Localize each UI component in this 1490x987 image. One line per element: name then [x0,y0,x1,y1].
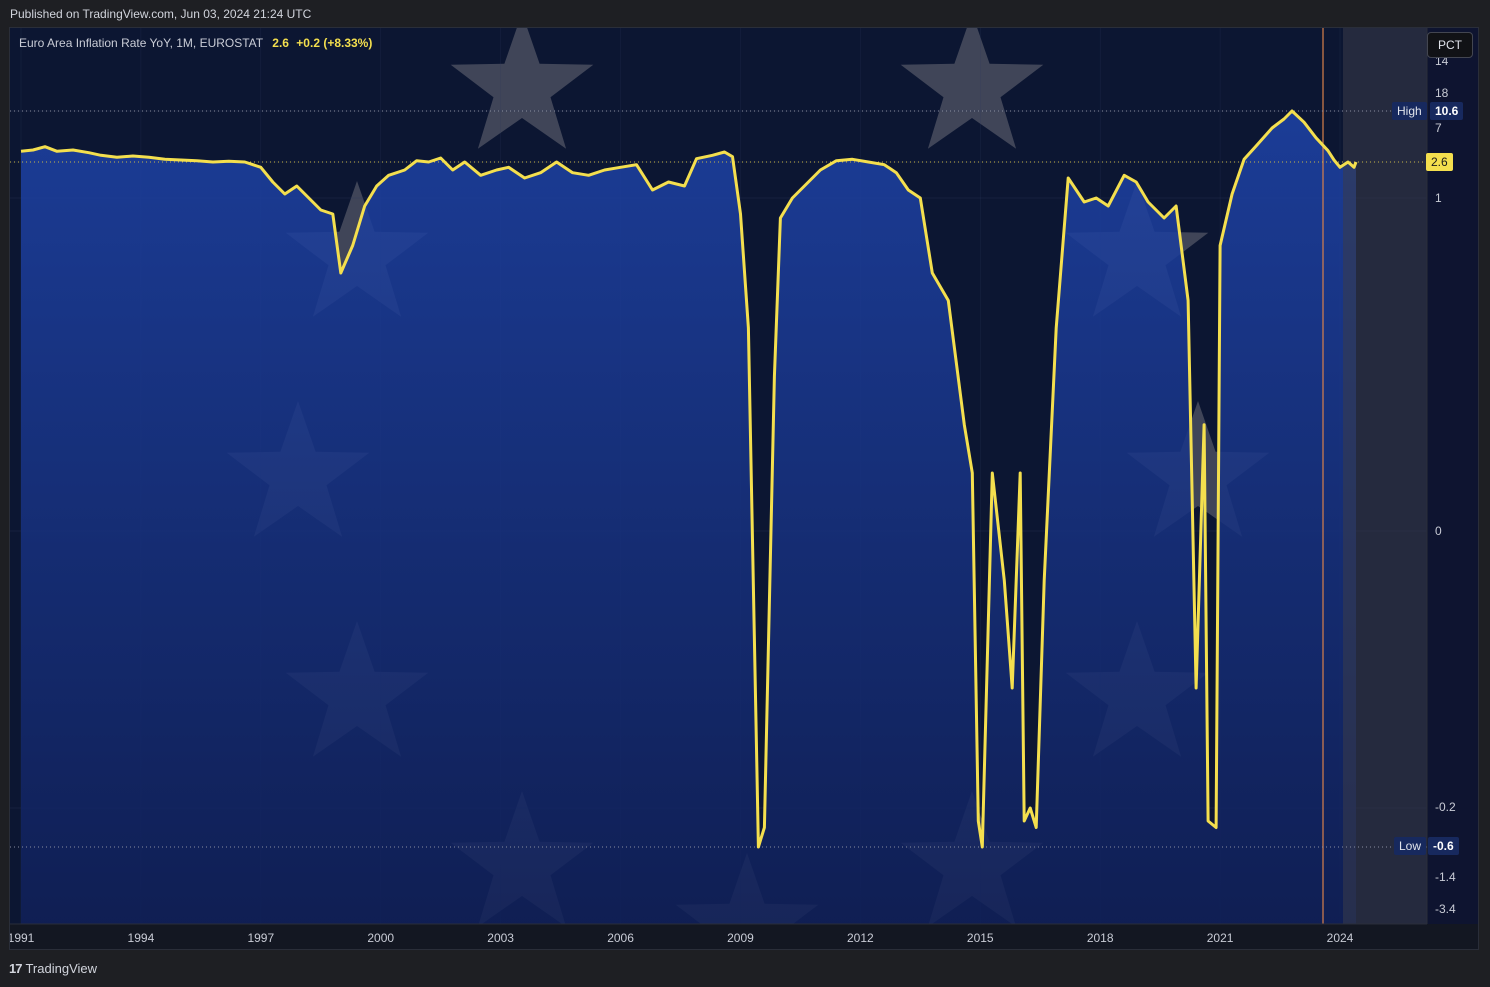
x-tick-label: 2009 [727,931,754,945]
x-tick-label: 2003 [487,931,514,945]
scale-mode-button[interactable]: PCT [1427,32,1473,58]
chart-frame: 14 18 7 1 0 -0.2 -1.4 -3.4 1991 1994 1997 2000 2003… [9,27,1479,950]
low-label: Low [1394,837,1427,855]
series-legend[interactable]: Euro Area Inflation Rate YoY, 1M, EUROST… [19,36,372,50]
x-tick-label: 2024 [1327,931,1354,945]
x-tick-label: 2015 [967,931,994,945]
x-tick-label: 2012 [847,931,874,945]
tradingview-logo-icon: 17 [9,961,23,976]
published-banner: Published on TradingView.com, Jun 03, 20… [10,7,312,21]
x-tick-label: 2006 [607,931,634,945]
x-tick-label: 2021 [1207,931,1234,945]
y-tick-label: -0.2 [1435,800,1456,814]
y-tick-label: -3.4 [1435,902,1456,916]
eu-star-icon [1126,401,1270,537]
y-tick-label: 7 [1435,121,1442,135]
x-tick-label: 1994 [128,931,155,945]
area-fill [21,111,1356,924]
footer-brand-label: TradingView [25,961,98,976]
series-line [20,109,1358,849]
high-label: High [1392,102,1427,120]
eu-star-icon [900,28,1044,149]
y-tick-label: 0 [1435,524,1442,538]
legend-symbol: Euro Area Inflation Rate YoY, 1M, EUROST… [19,36,263,50]
low-value-badge: -0.6 [1428,837,1459,855]
last-value-badge: 2.6 [1426,153,1453,171]
future-region [1343,28,1427,924]
legend-change: +0.2 (+8.33%) [296,36,373,50]
x-tick-label: 2018 [1087,931,1114,945]
legend-value: 2.6 [272,36,289,50]
y-tick-label: 18 [1435,86,1449,100]
x-tick-label: 1991 [10,931,35,945]
time-scale-bg [10,924,1478,949]
x-tick-label: 2000 [367,931,394,945]
eu-star-icon [450,28,594,149]
x-tick-label: 1997 [247,931,274,945]
x-axis-ticks: 1991 1994 1997 2000 2003 2006 2009 2012 2015 2018… [10,931,1354,945]
footer-brand[interactable]: 17 TradingView [9,961,97,976]
y-tick-label: 1 [1435,191,1442,205]
high-value-badge: 10.6 [1430,102,1464,120]
y-tick-label: -1.4 [1435,870,1456,884]
price-scale-bg [1427,28,1478,924]
